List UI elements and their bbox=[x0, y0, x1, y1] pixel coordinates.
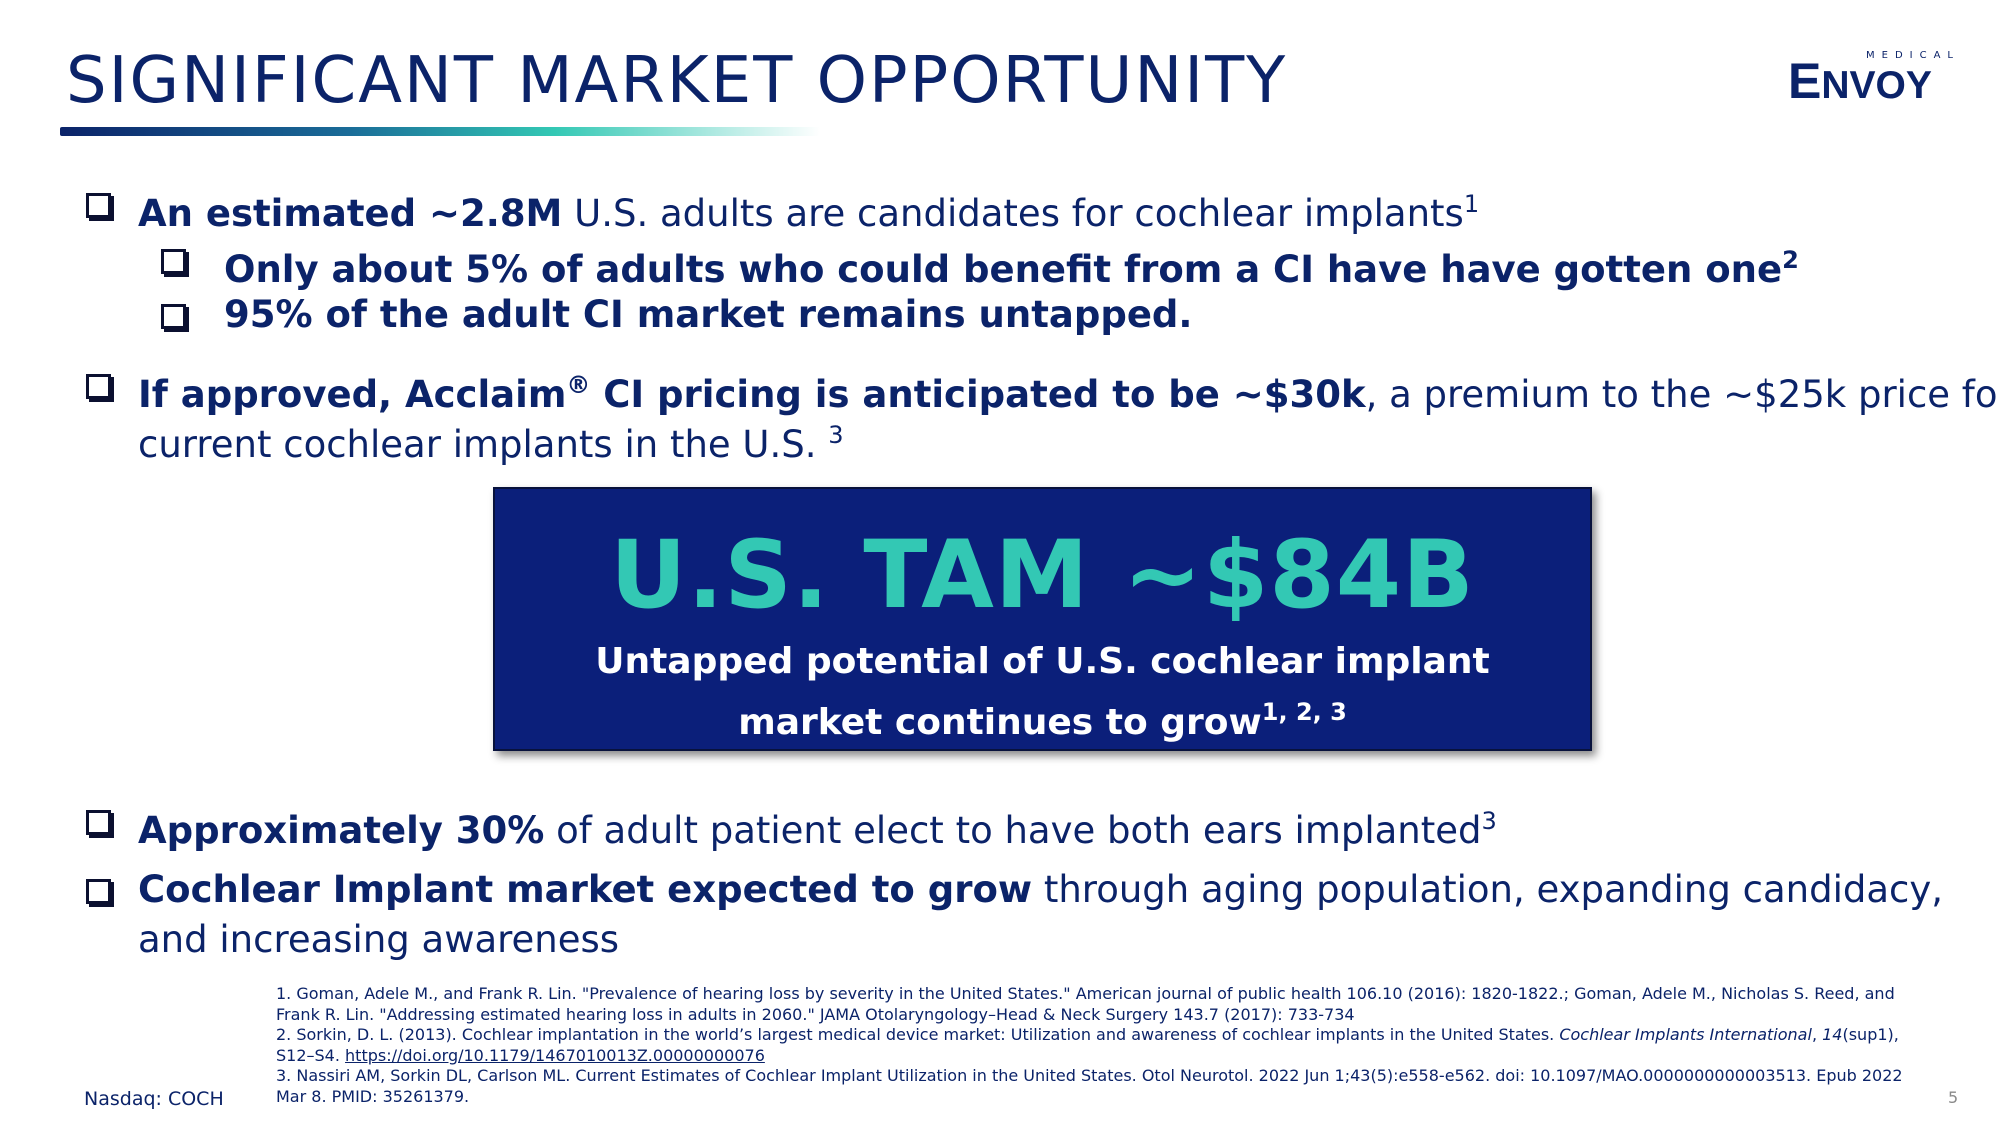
page-number: 5 bbox=[1948, 1088, 1959, 1107]
footnote-2-pages: (sup1), S12–S4. bbox=[276, 1025, 1899, 1065]
bullet-candidates: An estimated ~2.8M U.S. adults are candi… bbox=[138, 179, 1479, 239]
tam-subtitle-line1: Untapped potential of U.S. cochlear impl… bbox=[595, 641, 1490, 682]
tam-callout-box: U.S. TAM ~$84B Untapped potential of U.S… bbox=[493, 487, 1592, 751]
bullet-text: U.S. adults are candidates for cochlear … bbox=[562, 192, 1464, 235]
tam-subtitle: Untapped potential of U.S. cochlear impl… bbox=[495, 637, 1590, 748]
bullet-pricing-line2: current cochlear implants in the U.S. 3 bbox=[138, 410, 844, 470]
bullet-bold: If approved, Acclaim bbox=[138, 373, 567, 416]
footnote-ref: 1, 2, 3 bbox=[1261, 698, 1347, 726]
tam-subtitle-line2-wrap: market continues to grow1, 2, 3 bbox=[495, 687, 1590, 748]
bullet-market-growth-line2: and increasing awareness bbox=[138, 915, 619, 965]
footnote-2-doi-link[interactable]: https://doi.org/10.1179/1467010013Z.0000… bbox=[345, 1045, 765, 1065]
sub-bullet-five-percent: Only about 5% of adults who could benefi… bbox=[224, 235, 1799, 295]
bullet-market-growth: Cochlear Implant market expected to grow… bbox=[138, 865, 1943, 915]
sub-bullet-untapped: 95% of the adult CI market remains untap… bbox=[224, 290, 1192, 340]
bullet-pricing: If approved, Acclaim® CI pricing is anti… bbox=[138, 360, 2000, 420]
footnote-2-text: 2. Sorkin, D. L. (2013). Cochlear implan… bbox=[276, 1025, 1560, 1044]
ticker-label: Nasdaq: COCH bbox=[84, 1088, 224, 1110]
footnote-2-journal: Cochlear Implants International bbox=[1559, 1025, 1812, 1044]
logo-brand-text: ENVOY bbox=[1788, 56, 1932, 106]
footnote-3: 3. Nassiri AM, Sorkin DL, Carlson ML. Cu… bbox=[276, 1066, 1903, 1106]
envoy-medical-logo: MEDICAL ENVOY bbox=[1788, 50, 1960, 106]
logo-medical-text: MEDICAL bbox=[1866, 50, 1960, 61]
checkbox-bullet-icon bbox=[86, 879, 111, 904]
bullet-text: current cochlear implants in the U.S. bbox=[138, 423, 817, 466]
footnotes: 1. Goman, Adele M., and Frank R. Lin. "P… bbox=[276, 984, 1936, 1107]
bullet-bilateral: Approximately 30% of adult patient elect… bbox=[138, 796, 1497, 856]
footnote-1: 1. Goman, Adele M., and Frank R. Lin. "P… bbox=[276, 984, 1895, 1024]
bullet-bold: Approximately 30% bbox=[138, 809, 545, 852]
bullet-bold: Only about 5% of adults who could benefi… bbox=[224, 248, 1783, 291]
tam-subtitle-line2: market continues to grow bbox=[738, 702, 1262, 743]
footnote-ref: 3 bbox=[1481, 807, 1497, 835]
checkbox-bullet-icon bbox=[86, 374, 111, 399]
checkbox-bullet-icon bbox=[161, 304, 186, 329]
footnote-ref: 1 bbox=[1463, 190, 1480, 218]
footnote-2: 2. Sorkin, D. L. (2013). Cochlear implan… bbox=[276, 1025, 1936, 1066]
footnote-ref: 3 bbox=[828, 421, 844, 449]
logo-brand-rest: NVOY bbox=[1821, 64, 1932, 107]
registered-mark: ® bbox=[566, 371, 591, 399]
slide-title: SIGNIFICANT MARKET OPPORTUNITY bbox=[66, 44, 1288, 118]
footnote-2-volume: 14 bbox=[1822, 1025, 1843, 1044]
title-underline bbox=[60, 127, 820, 136]
bullet-text: of adult patient elect to have both ears… bbox=[544, 809, 1482, 852]
logo-brand-initial: E bbox=[1788, 53, 1822, 109]
checkbox-bullet-icon bbox=[86, 810, 111, 835]
bullet-text: through aging population, expanding cand… bbox=[1032, 868, 1944, 911]
tam-headline: U.S. TAM ~$84B bbox=[610, 521, 1475, 630]
footnote-ref: 2 bbox=[1782, 246, 1799, 274]
bullet-bold: An estimated ~2.8M bbox=[138, 192, 563, 235]
bullet-bold-continued: CI pricing is anticipated to be ~$30k bbox=[590, 373, 1366, 416]
bullet-text: , a premium to the ~$25k price for bbox=[1365, 373, 2000, 416]
bullet-text: and increasing awareness bbox=[138, 918, 620, 961]
bullet-bold: Cochlear Implant market expected to grow bbox=[138, 868, 1033, 911]
bullet-bold: 95% of the adult CI market remains untap… bbox=[224, 293, 1193, 336]
footnote-2-comma: , bbox=[1811, 1025, 1823, 1044]
checkbox-bullet-icon bbox=[86, 193, 111, 218]
checkbox-bullet-icon bbox=[161, 249, 186, 274]
